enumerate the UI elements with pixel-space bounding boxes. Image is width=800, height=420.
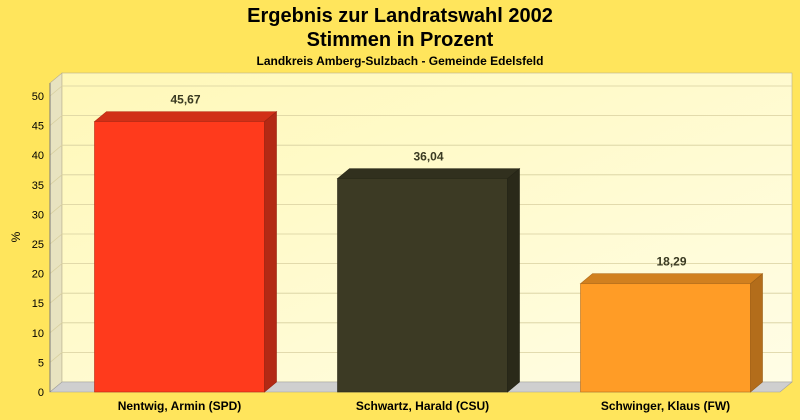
- bar: [336, 168, 521, 393]
- value-labels: 45,67 36,04 18,29: [170, 93, 686, 269]
- y-tick-label: 35: [32, 180, 44, 192]
- bar-top: [93, 111, 278, 122]
- y-axis-label: %: [9, 231, 23, 242]
- category-label: Schwinger, Klaus (FW): [601, 399, 730, 413]
- bar-front: [94, 121, 265, 393]
- y-tick-label: 0: [38, 387, 44, 399]
- grid-line: [49, 322, 792, 334]
- grid-lines: [49, 85, 792, 363]
- y-tick-label: 40: [32, 150, 44, 162]
- y-tick-label: 5: [38, 357, 44, 369]
- bar-front: [337, 178, 508, 393]
- chart-subtitle: Landkreis Amberg-Sulzbach - Gemeinde Ede…: [257, 54, 544, 68]
- bar-side: [750, 273, 763, 393]
- grid-line: [49, 292, 792, 304]
- bar-side: [264, 110, 277, 393]
- bar-top: [336, 168, 521, 179]
- value-label: 18,29: [656, 255, 686, 269]
- bar-top: [579, 273, 764, 285]
- bar: [93, 110, 278, 393]
- grid-line: [49, 263, 792, 274]
- grid-line: [49, 203, 792, 215]
- y-tick-label: 45: [32, 121, 44, 133]
- y-tick-label: 15: [32, 298, 44, 310]
- value-label: 45,67: [170, 93, 200, 107]
- y-tick-labels: 0 5 10 15 20 25 30 35 40 45 50: [32, 91, 44, 399]
- bar: [579, 273, 764, 393]
- y-tick-label: 50: [32, 91, 44, 103]
- y-tick-label: 10: [32, 328, 44, 340]
- grid-line: [49, 174, 792, 186]
- bar-side: [507, 168, 520, 393]
- chart-title-line2: Stimmen in Prozent: [307, 29, 494, 51]
- grid-line: [49, 115, 792, 126]
- category-labels: Nentwig, Armin (SPD) Schwartz, Harald (CS…: [118, 399, 730, 413]
- grid-line: [49, 351, 792, 363]
- y-tick-label: 30: [32, 209, 44, 221]
- y-tick-label: 20: [32, 269, 44, 281]
- value-label: 36,04: [413, 150, 443, 164]
- grid-line: [49, 233, 792, 245]
- bars: [93, 110, 764, 393]
- category-label: Schwartz, Harald (CSU): [356, 399, 489, 413]
- grid-line: [49, 144, 792, 156]
- grid-line: [49, 85, 792, 97]
- y-tick-label: 25: [32, 239, 44, 251]
- category-label: Nentwig, Armin (SPD): [118, 399, 242, 413]
- chart-title: Ergebnis zur Landratswahl 2002: [247, 5, 553, 27]
- bar-front: [580, 283, 751, 393]
